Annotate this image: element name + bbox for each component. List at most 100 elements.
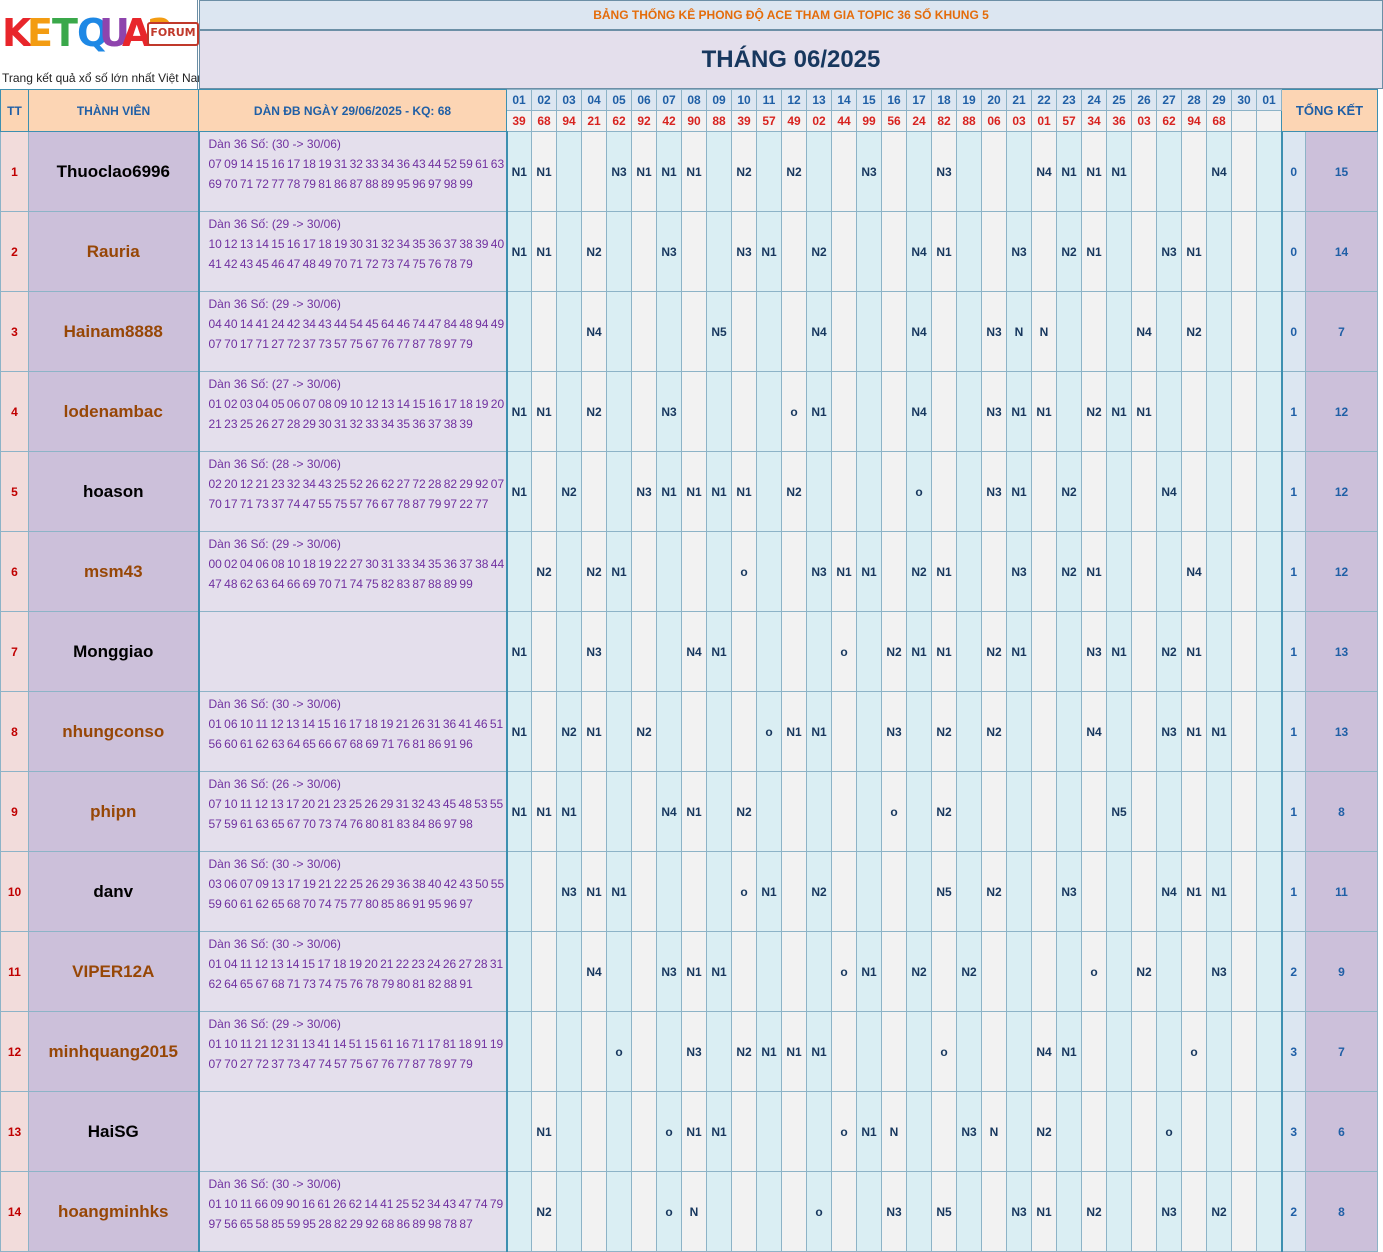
- day-result-cell: N2: [1056, 211, 1082, 292]
- day-result-cell: [856, 291, 882, 372]
- dan-cell: Dàn 36 Số: (26 -> 30/06) 07 10 11 12 13 1…: [198, 771, 508, 852]
- day-result-cell: [581, 1091, 607, 1172]
- day-result-cell: N2: [581, 531, 607, 612]
- member-name: nhungconso: [28, 691, 200, 772]
- day-result-cell: N4: [1181, 531, 1207, 612]
- day-result-cell: [631, 531, 657, 612]
- day-result-cell: [1081, 291, 1107, 372]
- day-result-cell: N4: [656, 771, 682, 852]
- day-result-cell: N1: [1081, 131, 1107, 212]
- day-result-cell: N1: [556, 771, 582, 852]
- day-result-cell: N3: [681, 1011, 707, 1092]
- day-result-cell: N1: [506, 771, 532, 852]
- row-number: 6: [0, 531, 29, 612]
- day-result-cell: [631, 1091, 657, 1172]
- day-result-cell: N1: [781, 691, 807, 772]
- day-result-cell: [656, 1011, 682, 1092]
- header-day: 03: [556, 89, 582, 111]
- header-day: 06: [631, 89, 657, 111]
- summary-total: 12: [1304, 451, 1379, 532]
- day-result-cell: N4: [1206, 131, 1232, 212]
- row-number: 5: [0, 451, 29, 532]
- day-result-cell: [631, 211, 657, 292]
- day-result-cell: N1: [906, 611, 932, 692]
- dan-title: Dàn 36 Số: (30 -> 30/06): [208, 137, 341, 151]
- member-row: 3 Hainam8888 Dàn 36 Số: (29 -> 30/06) 04 40…: [0, 291, 1379, 372]
- day-result-cell: [606, 611, 632, 692]
- day-result-cell: N5: [931, 1171, 957, 1252]
- header-result: 39: [731, 110, 757, 132]
- header-result: 57: [1056, 110, 1082, 132]
- day-result-cell: [731, 611, 757, 692]
- day-result-cell: [831, 451, 857, 532]
- day-result-cell: [806, 611, 832, 692]
- day-result-cell: N2: [806, 851, 832, 932]
- day-result-cell: N: [1006, 291, 1032, 372]
- day-result-cell: N2: [981, 611, 1007, 692]
- day-result-cell: [731, 691, 757, 772]
- day-result-cell: [1006, 131, 1032, 212]
- day-result-cell: [506, 1011, 532, 1092]
- header-result: 03: [1131, 110, 1157, 132]
- header-day: 30: [1231, 89, 1257, 111]
- day-result-cell: N2: [1206, 1171, 1232, 1252]
- day-result-cell: N5: [1106, 771, 1132, 852]
- day-result-cell: [506, 1171, 532, 1252]
- day-result-cell: [1156, 531, 1182, 612]
- summary-count: 1: [1280, 771, 1306, 852]
- header-day: 01: [506, 89, 532, 111]
- header-result: 02: [806, 110, 832, 132]
- day-result-cell: [556, 611, 582, 692]
- summary-total: 13: [1304, 611, 1379, 692]
- day-result-cell: [1106, 1011, 1132, 1092]
- day-result-cell: N: [681, 1171, 707, 1252]
- day-result-cell: [1256, 851, 1282, 932]
- day-result-cell: [1256, 611, 1282, 692]
- dan-numbers: 01 02 03 04 05 06 07 08 09 10 12 13 14 1…: [208, 397, 505, 431]
- header-result: 68: [1206, 110, 1232, 132]
- day-result-cell: [1081, 771, 1107, 852]
- dan-cell: Dàn 36 Số: (30 -> 30/06) 03 06 07 09 13 1…: [198, 851, 508, 932]
- day-result-cell: [956, 691, 982, 772]
- row-number: 4: [0, 371, 29, 452]
- day-result-cell: N1: [531, 131, 557, 212]
- dan-cell: Dàn 36 Số: (29 -> 30/06) 00 02 04 06 08 1…: [198, 531, 508, 612]
- header-result: 88: [956, 110, 982, 132]
- day-result-cell: [956, 371, 982, 452]
- day-result-cell: [981, 531, 1007, 612]
- day-result-cell: [1231, 611, 1257, 692]
- day-result-cell: [956, 851, 982, 932]
- day-result-cell: [1231, 531, 1257, 612]
- day-result-cell: N1: [756, 851, 782, 932]
- header-result: 42: [656, 110, 682, 132]
- day-result-cell: [906, 1171, 932, 1252]
- day-result-cell: N1: [706, 451, 732, 532]
- dan-cell: Dàn 36 Số: (30 -> 30/06) 01 10 11 66 09 9…: [198, 1171, 508, 1252]
- day-result-cell: [756, 131, 782, 212]
- day-result-cell: [781, 531, 807, 612]
- day-result-cell: [1256, 291, 1282, 372]
- day-result-cell: N1: [781, 1011, 807, 1092]
- day-result-cell: N1: [1181, 211, 1207, 292]
- day-result-cell: [756, 451, 782, 532]
- day-result-cell: N1: [681, 931, 707, 1012]
- day-result-cell: [531, 931, 557, 1012]
- day-result-cell: [681, 851, 707, 932]
- dan-numbers: 00 02 04 06 08 10 18 19 22 27 30 31 33 3…: [208, 557, 505, 591]
- dan-cell: Dàn 36 Số: (29 -> 30/06) 01 10 11 21 12 3…: [198, 1011, 508, 1092]
- summary-count: 1: [1280, 371, 1306, 452]
- header-member: THÀNH VIÊN: [28, 89, 199, 132]
- day-result-cell: N1: [531, 1091, 557, 1172]
- day-result-cell: N3: [581, 611, 607, 692]
- day-result-cell: [581, 1171, 607, 1252]
- day-result-cell: N3: [1056, 851, 1082, 932]
- day-result-cell: [1081, 1091, 1107, 1172]
- day-result-cell: N2: [581, 371, 607, 452]
- dan-cell: Dàn 36 Số: (29 -> 30/06) 04 40 14 41 24 4…: [198, 291, 508, 372]
- day-result-cell: [1106, 691, 1132, 772]
- day-result-cell: o: [1181, 1011, 1207, 1092]
- day-result-cell: N4: [581, 931, 607, 1012]
- day-result-cell: [831, 691, 857, 772]
- day-result-cell: [1256, 691, 1282, 772]
- day-result-cell: [1206, 211, 1232, 292]
